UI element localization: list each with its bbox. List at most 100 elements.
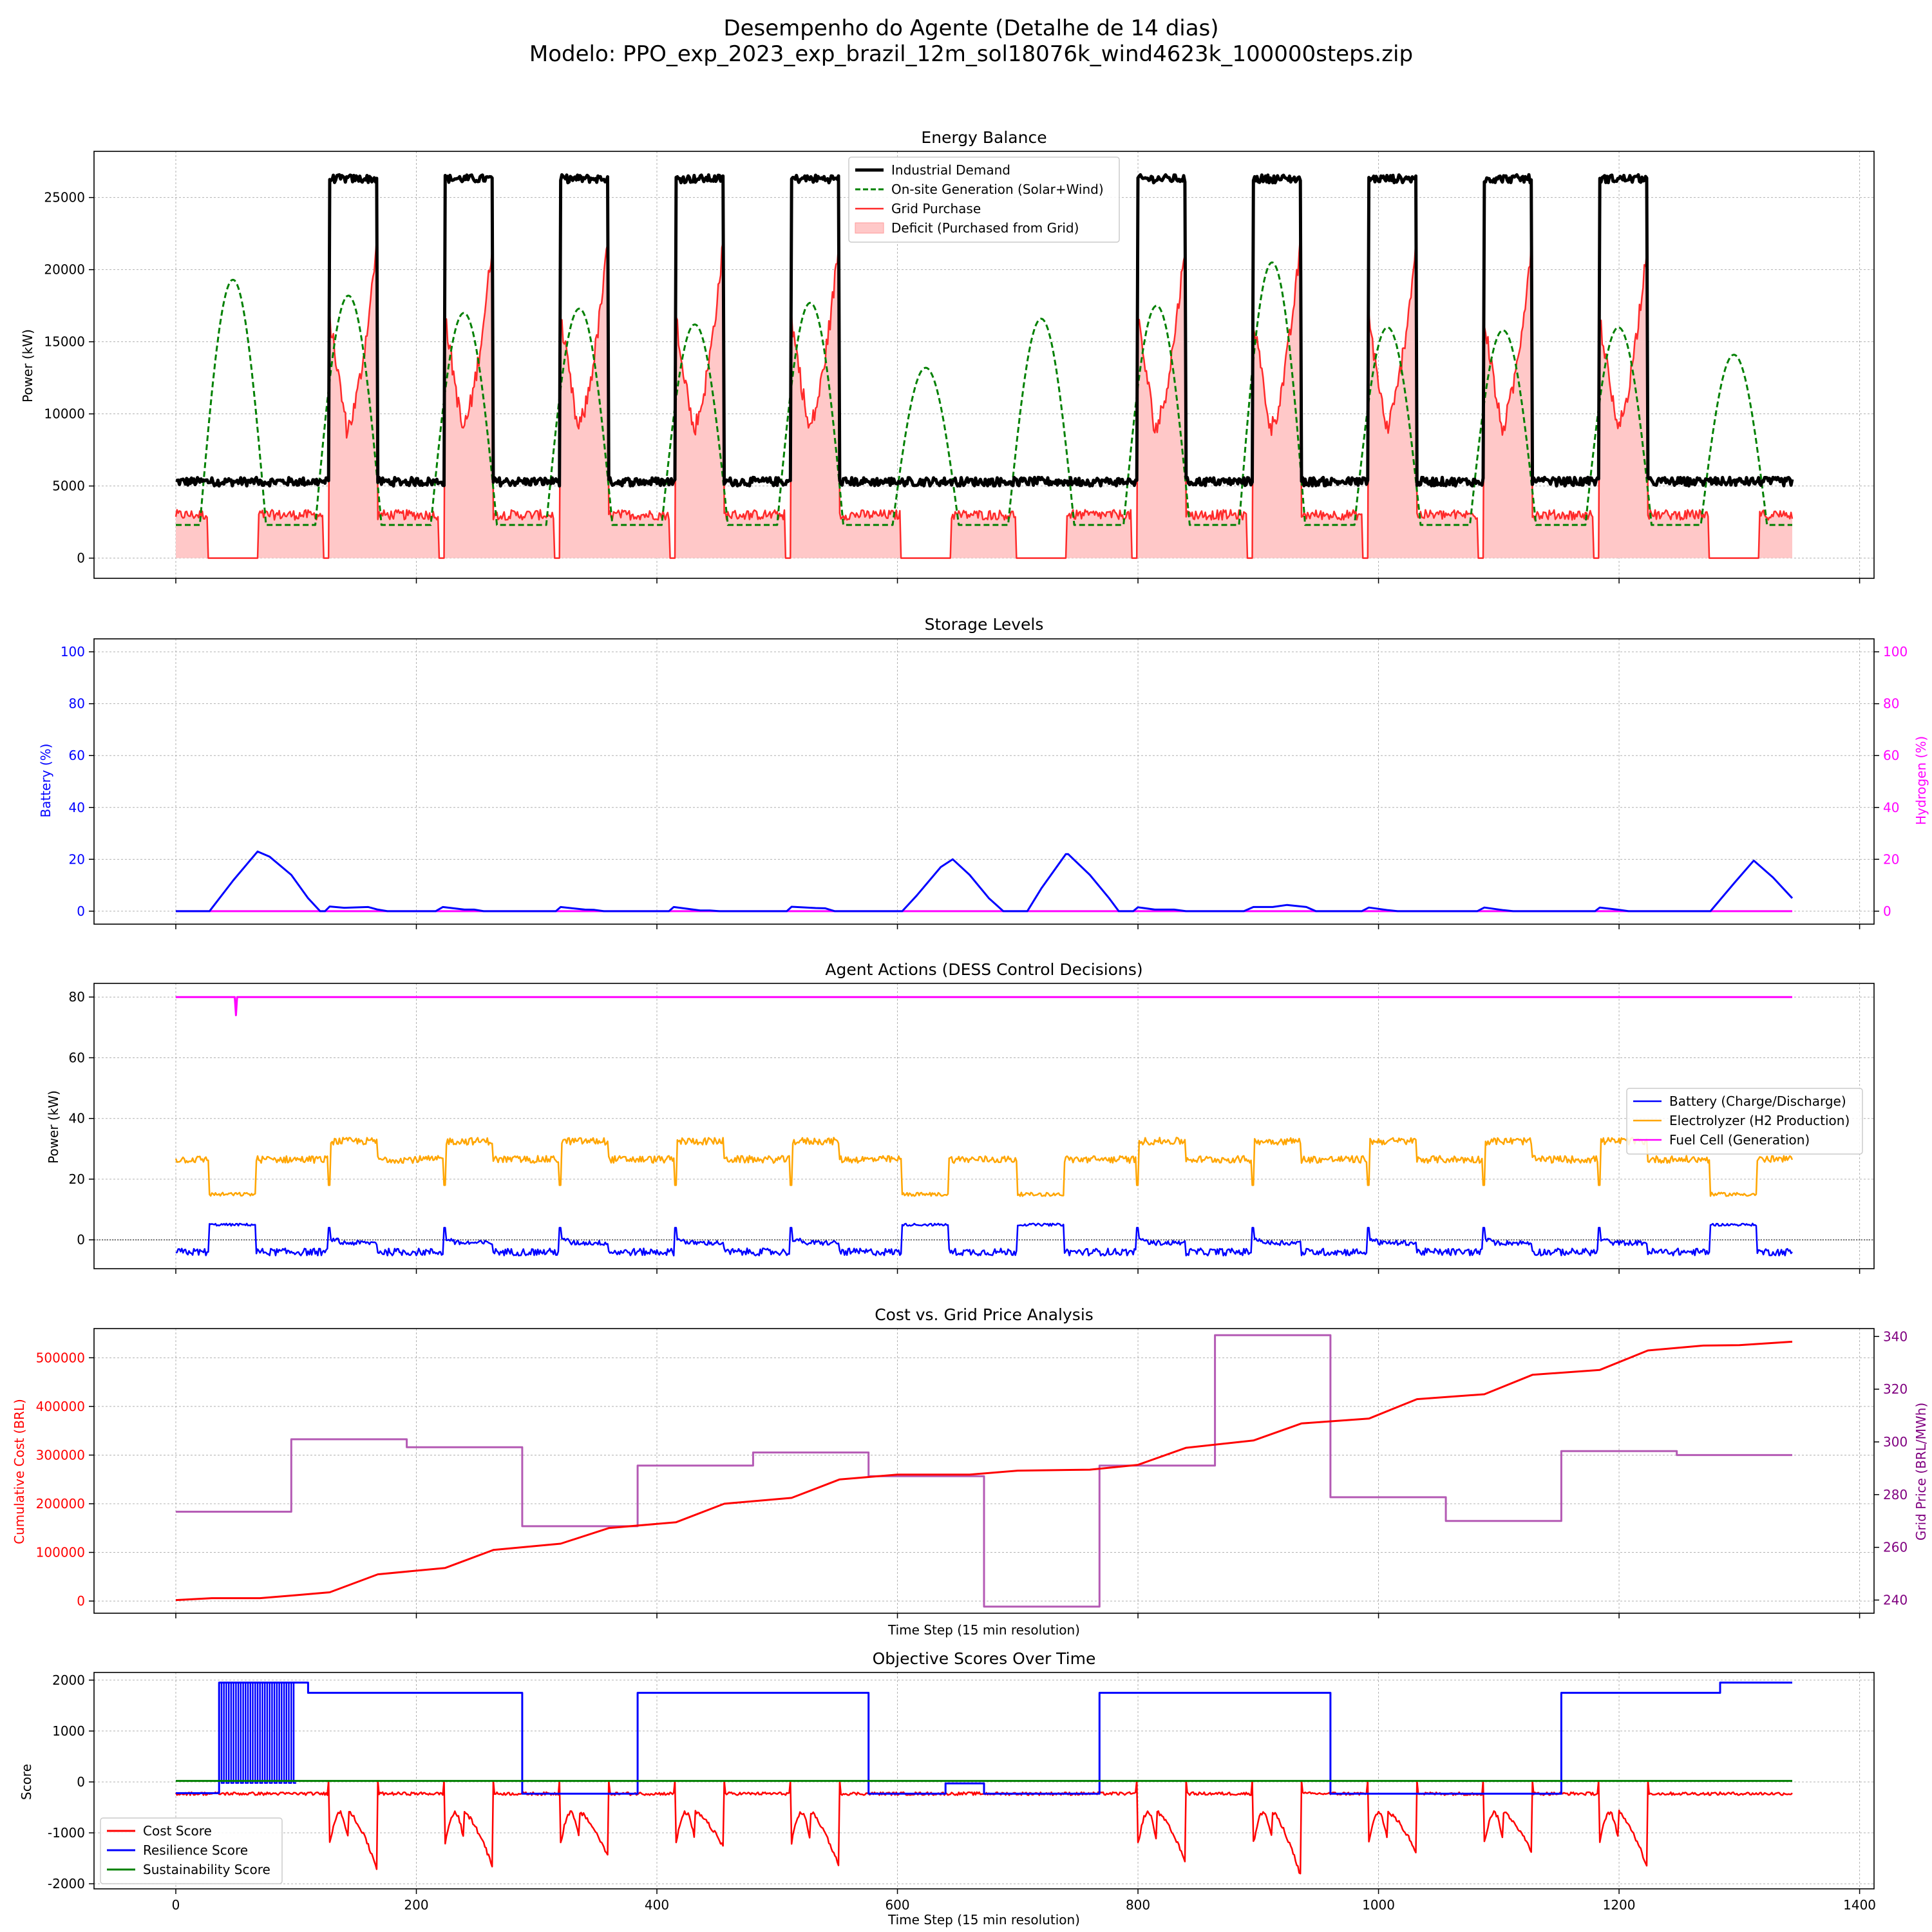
storage-plot: 0 20 40 60 80 100 0 20 40 60 80 100 [61, 638, 1908, 929]
battery-line [176, 850, 1794, 913]
y-tick-label: 25000 [44, 190, 85, 205]
y-tick-label: 80 [69, 989, 85, 1005]
cost-ylabel-left: Cumulative Cost (BRL) [12, 1399, 27, 1544]
storage-levels-panel: Storage Levels Battery (%) Hydrogen (%) [38, 615, 1929, 825]
energy-plot: 0 5000 10000 15000 20000 25000 Industrial Dema… [44, 151, 1875, 583]
scores-legend: Cost Score Resilience Score Sustainability… [100, 1817, 283, 1884]
y-tick-label: 500000 [36, 1350, 85, 1365]
y-tick-label: 20 [69, 1171, 85, 1187]
electrolyzer-line [175, 1137, 1794, 1197]
storage-panel-title: Storage Levels [925, 615, 1044, 634]
y-tick-label: 1000 [52, 1723, 85, 1739]
legend-label: Sustainability Score [143, 1862, 270, 1877]
scores-xlabel: Time Step (15 min resolution) [887, 1912, 1080, 1927]
cost-price-panel: Cost vs. Grid Price Analysis Time Step (… [12, 1305, 1929, 1638]
resilience-score-switching [219, 1681, 296, 1784]
legend-label: Cost Score [143, 1823, 212, 1839]
y-tick-label: 0 [77, 1774, 85, 1790]
industrial-demand-line [175, 173, 1794, 488]
y2-tick-label: 300 [1883, 1434, 1908, 1450]
legend-label: Electrolyzer (H2 Production) [1669, 1113, 1850, 1128]
y2-tick-label: 260 [1883, 1540, 1908, 1555]
y-tick-label: 100 [61, 644, 85, 659]
scores-ylabel: Score [19, 1764, 34, 1800]
y-tick-label: 60 [69, 748, 85, 763]
y-tick-label: 40 [69, 800, 85, 815]
legend-label: Deficit (Purchased from Grid) [891, 220, 1079, 236]
y-tick-label: 20000 [44, 262, 85, 278]
legend-label: Industrial Demand [891, 162, 1010, 178]
legend-label: Fuel Cell (Generation) [1669, 1132, 1810, 1148]
plot-frame [93, 151, 1875, 579]
legend-label: Battery (Charge/Discharge) [1669, 1094, 1846, 1109]
plot-frame [93, 1672, 1875, 1889]
plot-frame [93, 638, 1875, 925]
y2-tick-label: 100 [1883, 644, 1908, 659]
legend-label: Grid Purchase [891, 201, 981, 216]
energy-panel-title: Energy Balance [921, 128, 1046, 147]
y-tick-label: 60 [69, 1050, 85, 1065]
grid-price-line [176, 1334, 1792, 1608]
y-tick-label: 300000 [36, 1447, 85, 1463]
y2-tick-label: 340 [1883, 1329, 1908, 1344]
y-tick-label: 15000 [44, 334, 85, 350]
resilience-score-line [176, 1681, 1792, 1795]
x-tick-label: 1000 [1362, 1897, 1395, 1913]
y-tick-label: 0 [77, 1232, 85, 1247]
legend-label: On-site Generation (Solar+Wind) [891, 182, 1104, 197]
cost-score-line [175, 1780, 1793, 1875]
storage-ylabel-right: Hydrogen (%) [1913, 736, 1929, 825]
x-tick-label: 1200 [1603, 1897, 1636, 1913]
y2-tick-label: 320 [1883, 1381, 1908, 1397]
objective-scores-panel: Objective Scores Over Time Time Step (15… [19, 1649, 1095, 1927]
y2-tick-label: 280 [1883, 1487, 1908, 1502]
y-tick-label: -2000 [48, 1876, 85, 1891]
x-tick-label: 1400 [1843, 1897, 1876, 1913]
y-tick-label: 100000 [36, 1545, 85, 1560]
x-tick-label: 400 [645, 1897, 669, 1913]
scores-panel-title: Objective Scores Over Time [873, 1649, 1096, 1668]
cost-panel-title: Cost vs. Grid Price Analysis [875, 1305, 1094, 1324]
y-tick-label: 5000 [52, 478, 85, 494]
actions-ylabel: Power (kW) [46, 1090, 61, 1164]
plot-frame [93, 1328, 1875, 1614]
legend-box [1626, 1088, 1863, 1155]
deficit-area [175, 236, 1793, 558]
x-tick-label: 200 [404, 1897, 428, 1913]
legend-box [848, 156, 1120, 243]
figure-title-line1: Desempenho do Agente (Detalhe de 14 dias… [723, 15, 1218, 41]
y2-tick-label: 60 [1883, 748, 1899, 763]
y-tick-label: 10000 [44, 406, 85, 422]
x-tick-label: 800 [1126, 1897, 1150, 1913]
y2-tick-label: 20 [1883, 851, 1899, 867]
legend-swatch [855, 222, 884, 234]
battery-action-line [175, 1222, 1793, 1256]
cumulative-cost-line [175, 1340, 1793, 1602]
y-tick-label: 0 [77, 1593, 85, 1609]
grid-purchase-line [175, 236, 1794, 559]
legend-label: Resilience Score [143, 1842, 248, 1858]
plot-frame [93, 983, 1875, 1269]
storage-ylabel-left: Battery (%) [38, 744, 53, 818]
energy-legend: Industrial Demand On-site Generation (Sol… [848, 156, 1120, 243]
y-tick-label: 20 [69, 851, 85, 867]
y-tick-label: 200000 [36, 1496, 85, 1511]
agent-actions-panel: Agent Actions (DESS Control Decisions) P… [46, 960, 1143, 1164]
actions-legend: Battery (Charge/Discharge) Electrolyzer (… [1626, 1088, 1863, 1155]
y-tick-label: 2000 [52, 1672, 85, 1688]
fuel-cell-line [176, 996, 1792, 1016]
legend-box [100, 1817, 283, 1884]
energy-ylabel: Power (kW) [20, 329, 35, 402]
y-tick-label: 40 [69, 1111, 85, 1126]
y-tick-label: 0 [77, 904, 85, 919]
y-tick-label: 400000 [36, 1399, 85, 1414]
y-tick-label: -1000 [48, 1825, 85, 1841]
y2-tick-label: 240 [1883, 1593, 1908, 1608]
y2-tick-label: 40 [1883, 800, 1899, 815]
y2-tick-label: 0 [1883, 904, 1891, 919]
y-tick-label: 80 [69, 696, 85, 712]
cost-plot: 0 100000 200000 300000 400000 500000 240 260 280… [36, 1328, 1908, 1618]
x-tick-label: 600 [885, 1897, 909, 1913]
actions-panel-title: Agent Actions (DESS Control Decisions) [825, 960, 1142, 979]
cost-xlabel: Time Step (15 min resolution) [887, 1622, 1080, 1638]
